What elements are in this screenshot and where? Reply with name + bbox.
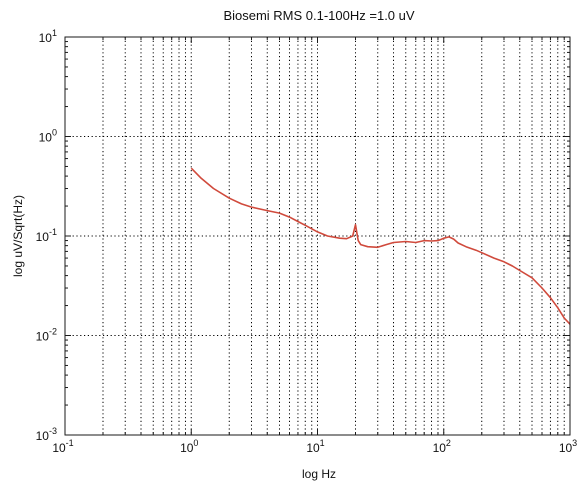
series-group	[190, 167, 571, 325]
chart-title: Biosemi RMS 0.1-100Hz =1.0 uV	[223, 8, 414, 23]
y-tick-label: 10-3	[36, 426, 57, 443]
grid-lines	[65, 37, 570, 435]
x-tick-label: 101	[306, 438, 324, 455]
axis-ticks: 10-1 100 101 102 103 101 100 10-1 10-2 10-3	[36, 28, 578, 455]
x-tick-label: 10-1	[52, 438, 73, 455]
y-axis-label: log uV/Sqrt(Hz)	[11, 195, 25, 277]
y-tick-label: 10-1	[36, 227, 57, 244]
x-axis-label: log Hz	[302, 467, 336, 481]
y-tick-label: 10-2	[36, 327, 57, 344]
y-tick-label: 101	[39, 28, 57, 45]
x-tick-label: 103	[559, 438, 577, 455]
x-tick-label: 102	[433, 438, 451, 455]
x-tick-label: 100	[180, 438, 198, 455]
spectrum-line	[190, 167, 571, 325]
y-tick-label: 100	[39, 128, 57, 145]
